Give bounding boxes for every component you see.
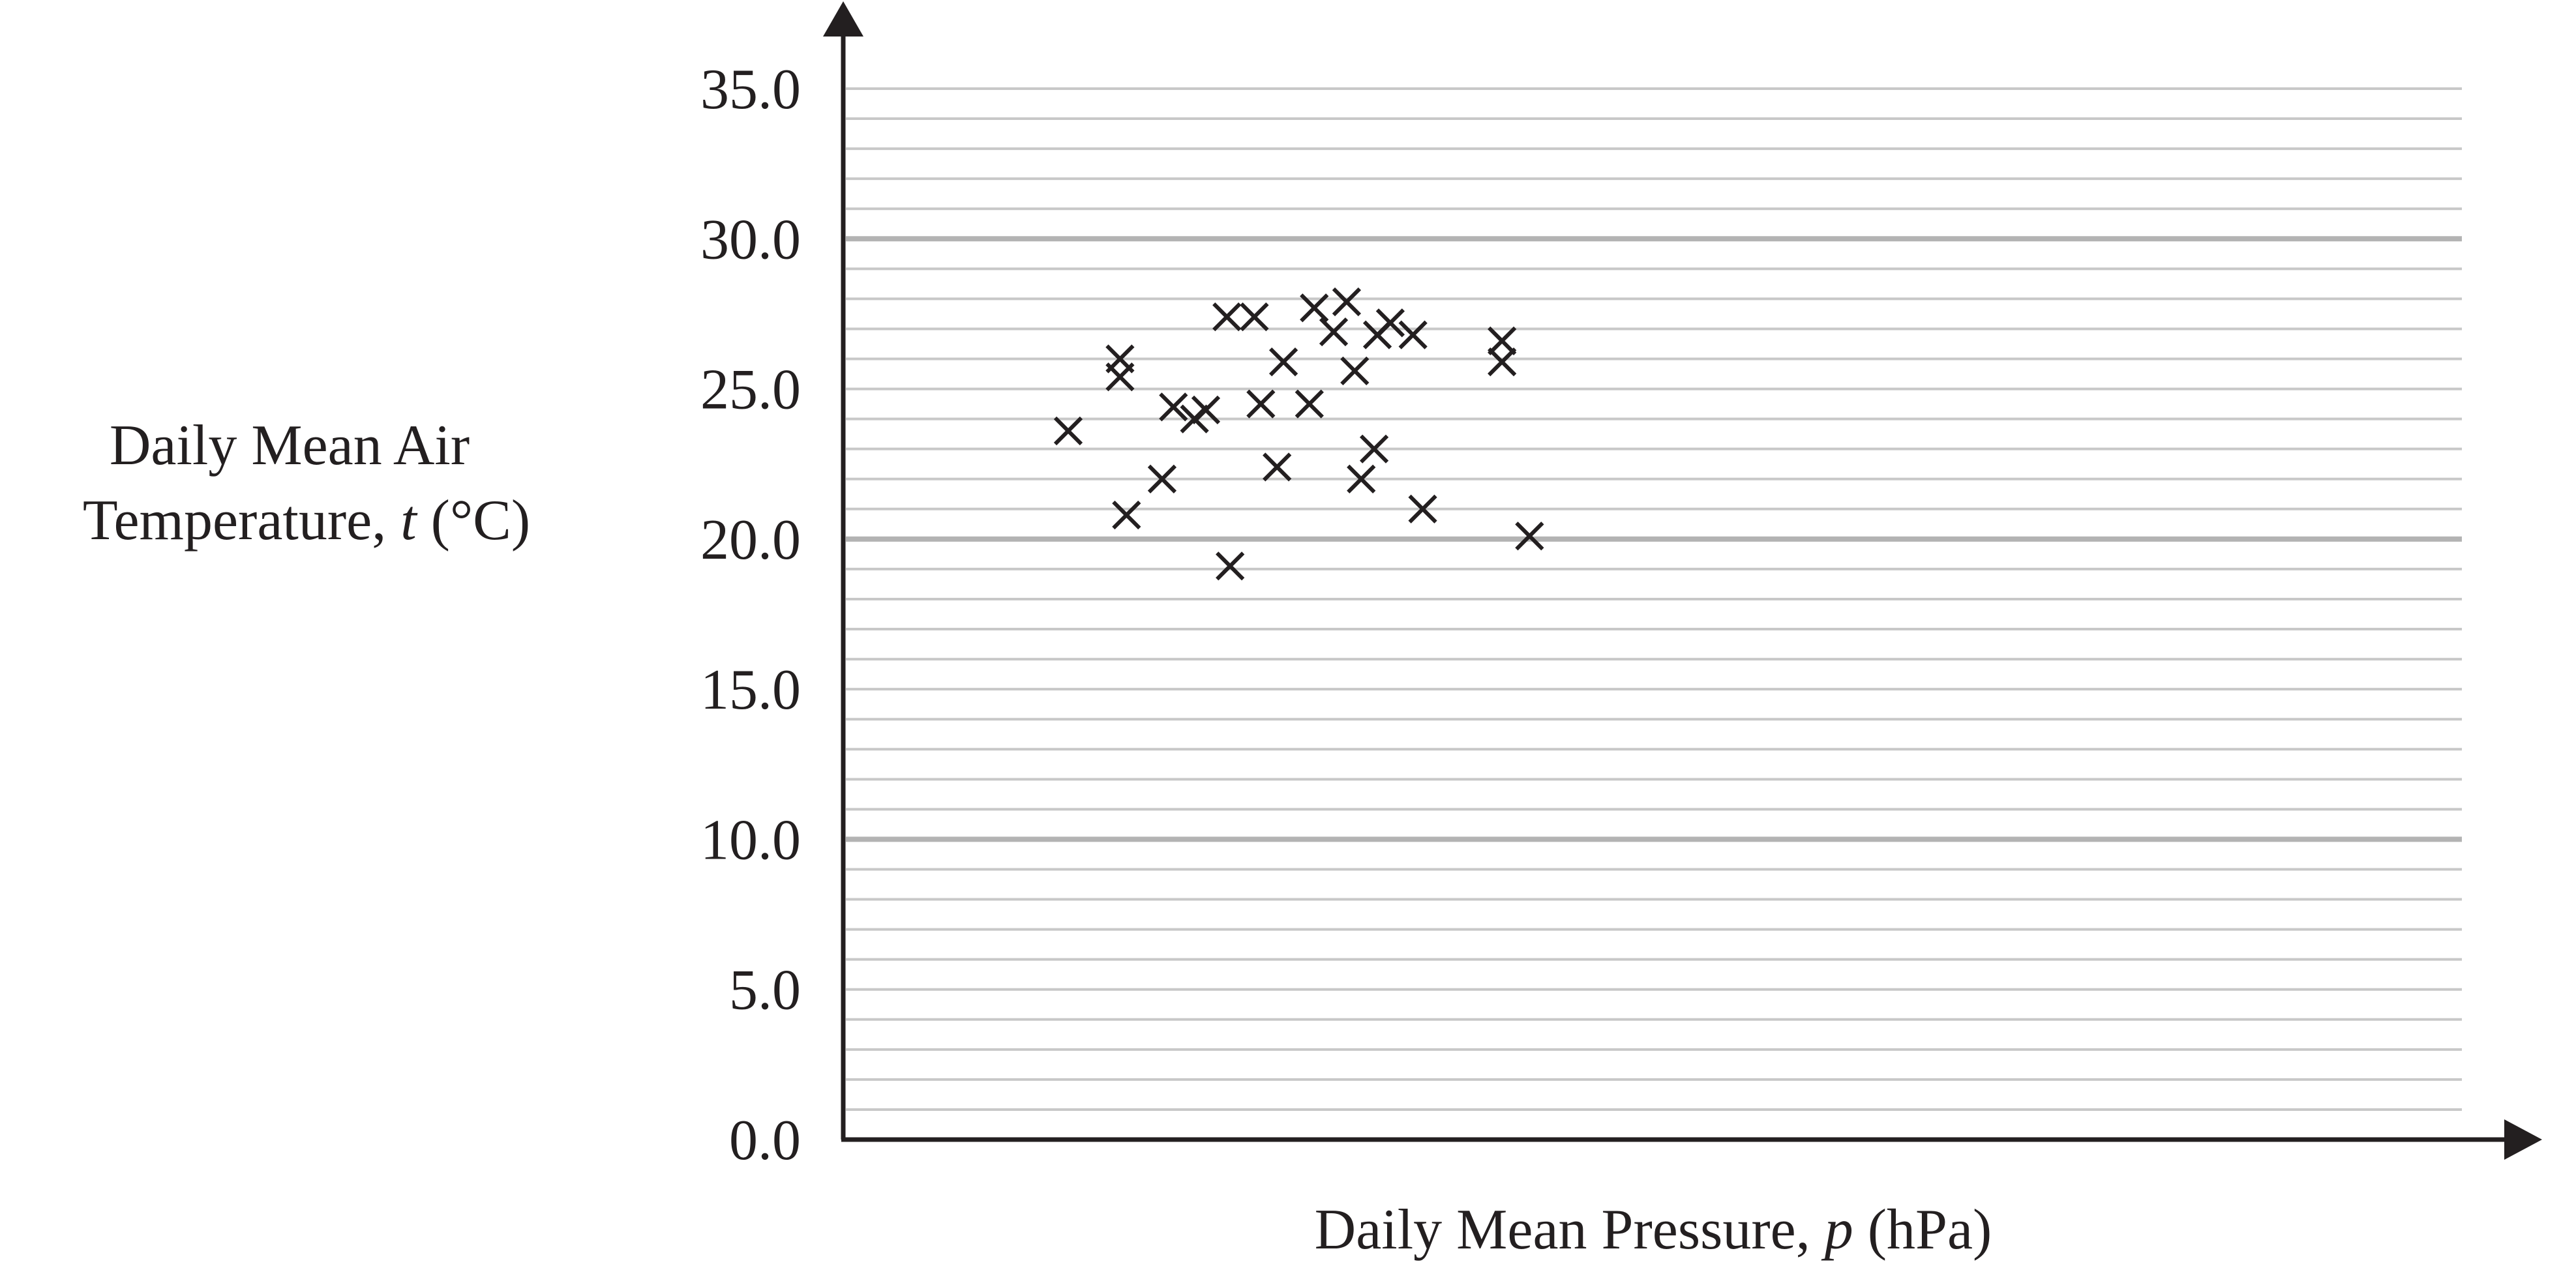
marker-stroke: [1053, 416, 1083, 446]
y-tick-label: 10.0: [700, 808, 801, 872]
data-point-marker: [1340, 356, 1370, 386]
data-point-marker: [1212, 302, 1242, 332]
marker-stroke: [1246, 389, 1276, 419]
y-tick-label: 15.0: [700, 658, 801, 722]
y-axis-title-line1: Daily Mean Air: [110, 414, 470, 477]
marker-stroke: [1359, 434, 1389, 464]
marker-stroke: [1408, 494, 1437, 523]
data-point-marker: [1300, 293, 1329, 323]
data-point-marker: [1147, 464, 1177, 494]
x-axis-title: Daily Mean Pressure, p (hPa): [1315, 1198, 1992, 1261]
marker-stroke: [1398, 320, 1428, 349]
x-axis-unit: (hPa): [1853, 1198, 1992, 1261]
marker-stroke: [1488, 326, 1517, 356]
data-point-marker: [1332, 287, 1362, 317]
data-point-marker: [1053, 416, 1083, 446]
marker-stroke: [1295, 389, 1324, 419]
data-point-marker: [1263, 452, 1292, 482]
data-point-marker: [1375, 308, 1405, 338]
marker-stroke: [1191, 395, 1221, 424]
marker-stroke: [1268, 347, 1298, 377]
x-axis-title-prefix: Daily Mean Pressure,: [1315, 1198, 1825, 1261]
data-point-marker: [1159, 392, 1188, 422]
y-axis-unit: (°C): [417, 489, 531, 552]
marker-stroke: [1147, 464, 1177, 494]
marker-stroke: [1263, 452, 1292, 482]
data-point-marker: [1191, 395, 1221, 424]
y-tick-label: 35.0: [700, 58, 801, 121]
data-point-marker: [1246, 389, 1276, 419]
data-point-marker: [1216, 552, 1245, 581]
marker-stroke: [1340, 356, 1370, 386]
y-axis-title: Daily Mean Air Temperature, t (°C): [83, 414, 530, 552]
marker-stroke: [1375, 308, 1405, 338]
marker-stroke: [1212, 302, 1242, 332]
marker-stroke: [1319, 317, 1349, 347]
data-points: [1053, 287, 1544, 581]
marker-stroke: [1347, 464, 1376, 494]
y-tick-label: 0.0: [729, 1109, 801, 1172]
data-point-marker: [1408, 494, 1437, 523]
data-point-marker: [1515, 522, 1544, 551]
marker-stroke: [1488, 347, 1517, 377]
y-axis-title-line2: Temperature, t (°C): [83, 489, 530, 552]
marker-stroke: [1105, 362, 1135, 392]
y-axis-symbol: t: [400, 489, 418, 552]
data-point-marker: [1488, 347, 1517, 377]
marker-stroke: [1240, 302, 1269, 332]
data-point-marker: [1359, 434, 1389, 464]
marker-stroke: [1332, 287, 1362, 317]
marker-stroke: [1159, 392, 1188, 422]
data-point-marker: [1105, 362, 1135, 392]
y-tick-label: 25.0: [700, 359, 801, 422]
data-point-marker: [1295, 389, 1324, 419]
y-tick-label: 30.0: [700, 208, 801, 271]
data-point-marker: [1488, 326, 1517, 356]
data-point-marker: [1268, 347, 1298, 377]
gridlines: [846, 87, 2462, 1111]
marker-stroke: [1216, 552, 1245, 581]
y-tick-label: 20.0: [700, 509, 801, 572]
x-axis-arrowhead: [2504, 1119, 2542, 1160]
data-point-marker: [1398, 320, 1428, 349]
axes: [823, 1, 2542, 1160]
marker-stroke: [1112, 500, 1141, 530]
y-axis-arrowhead: [823, 1, 863, 37]
marker-stroke: [1300, 293, 1329, 323]
data-point-marker: [1112, 500, 1141, 530]
data-point-marker: [1240, 302, 1269, 332]
data-point-marker: [1347, 464, 1376, 494]
y-tick-label: 5.0: [729, 959, 801, 1022]
data-point-marker: [1319, 317, 1349, 347]
x-axis-symbol: p: [1821, 1198, 1853, 1261]
y-axis-title-prefix: Temperature,: [83, 489, 400, 552]
marker-stroke: [1515, 522, 1544, 551]
y-tick-labels: 0.0 5.0 10.0 15.0 20.0 25.0 30.0 35.0: [700, 58, 801, 1172]
